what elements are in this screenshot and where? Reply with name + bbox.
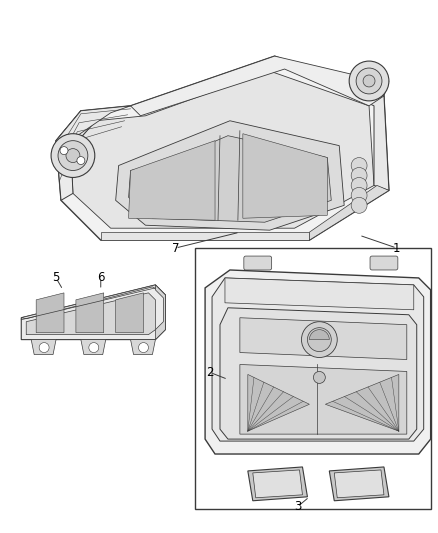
Circle shape xyxy=(77,157,85,165)
Circle shape xyxy=(351,188,367,203)
Polygon shape xyxy=(76,293,104,333)
Polygon shape xyxy=(21,285,165,319)
Polygon shape xyxy=(309,185,389,240)
Circle shape xyxy=(351,177,367,193)
Circle shape xyxy=(349,61,389,101)
Polygon shape xyxy=(56,56,389,240)
Circle shape xyxy=(301,322,337,358)
Circle shape xyxy=(66,149,80,163)
Polygon shape xyxy=(31,340,56,354)
Polygon shape xyxy=(243,134,327,218)
Polygon shape xyxy=(101,232,309,240)
Polygon shape xyxy=(253,470,303,498)
Polygon shape xyxy=(26,293,155,335)
Wedge shape xyxy=(309,330,329,340)
Polygon shape xyxy=(205,270,431,454)
Polygon shape xyxy=(56,111,96,200)
Circle shape xyxy=(89,343,99,352)
Text: 5: 5 xyxy=(53,271,60,285)
FancyBboxPatch shape xyxy=(244,256,272,270)
Circle shape xyxy=(58,141,88,171)
Polygon shape xyxy=(36,293,64,333)
Polygon shape xyxy=(248,467,307,501)
Polygon shape xyxy=(116,293,144,333)
Circle shape xyxy=(356,68,382,94)
Circle shape xyxy=(51,134,95,177)
FancyBboxPatch shape xyxy=(370,256,398,270)
Polygon shape xyxy=(344,76,389,99)
Bar xyxy=(195,248,431,508)
Polygon shape xyxy=(334,470,384,498)
Polygon shape xyxy=(225,278,414,310)
Polygon shape xyxy=(81,340,106,354)
Polygon shape xyxy=(129,141,215,220)
Polygon shape xyxy=(325,375,399,431)
Polygon shape xyxy=(116,121,344,230)
Polygon shape xyxy=(71,71,374,228)
Polygon shape xyxy=(21,285,165,340)
Text: 2: 2 xyxy=(206,366,214,379)
Text: 7: 7 xyxy=(172,241,179,255)
Polygon shape xyxy=(240,365,407,434)
Polygon shape xyxy=(155,285,165,340)
Circle shape xyxy=(363,75,375,87)
Circle shape xyxy=(138,343,148,352)
Circle shape xyxy=(314,372,325,383)
Text: 1: 1 xyxy=(393,241,401,255)
Polygon shape xyxy=(131,340,155,354)
Circle shape xyxy=(351,158,367,173)
Circle shape xyxy=(351,197,367,213)
Text: 3: 3 xyxy=(294,500,301,513)
Circle shape xyxy=(351,167,367,183)
Polygon shape xyxy=(131,56,384,116)
Circle shape xyxy=(39,343,49,352)
Polygon shape xyxy=(359,96,389,190)
Polygon shape xyxy=(56,106,131,156)
Circle shape xyxy=(60,147,68,155)
Polygon shape xyxy=(240,318,407,360)
Polygon shape xyxy=(329,467,389,501)
Polygon shape xyxy=(248,375,309,431)
Circle shape xyxy=(307,328,331,352)
Polygon shape xyxy=(212,278,424,441)
Polygon shape xyxy=(129,136,331,222)
Text: 6: 6 xyxy=(97,271,105,285)
Polygon shape xyxy=(220,308,417,439)
